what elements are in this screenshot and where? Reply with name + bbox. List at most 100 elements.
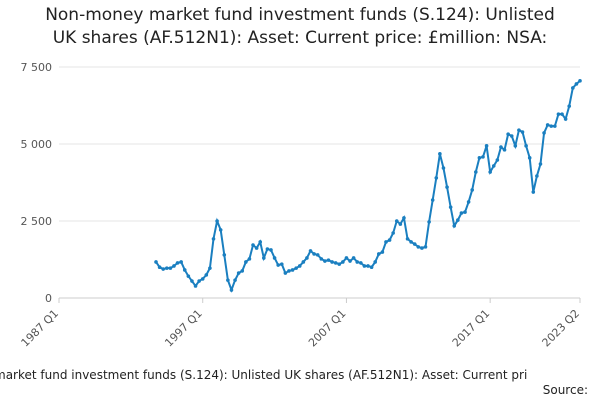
data-point bbox=[527, 156, 532, 160]
data-point bbox=[427, 220, 431, 224]
data-point bbox=[294, 266, 298, 270]
y-tick-label: 7 500 bbox=[21, 61, 53, 74]
data-point bbox=[265, 247, 270, 251]
data-point bbox=[337, 262, 342, 266]
source: Source: bbox=[543, 383, 588, 397]
data-point bbox=[373, 260, 377, 264]
data-point bbox=[452, 224, 457, 228]
data-point bbox=[445, 185, 449, 189]
data-point bbox=[182, 268, 187, 272]
data-point bbox=[233, 278, 237, 282]
data-point bbox=[405, 237, 410, 241]
data-point bbox=[567, 104, 572, 108]
data-point bbox=[254, 246, 259, 250]
data-point bbox=[495, 158, 500, 162]
data-point bbox=[448, 205, 453, 209]
data-point bbox=[344, 256, 349, 260]
data-point bbox=[441, 166, 446, 170]
x-tick-label: 1997 Q1 bbox=[162, 307, 205, 350]
x-tick-label: 2007 Q1 bbox=[306, 307, 349, 350]
x-tick-label: 2023 Q2 bbox=[540, 307, 583, 350]
data-point bbox=[244, 260, 248, 264]
x-axis-label: market fund investment funds (S.124): Un… bbox=[0, 368, 527, 382]
data-point bbox=[423, 245, 428, 249]
data-point bbox=[351, 256, 356, 260]
data-point bbox=[477, 156, 482, 160]
data-point bbox=[229, 288, 234, 292]
data-point bbox=[190, 279, 194, 283]
data-point bbox=[175, 261, 180, 265]
data-point bbox=[538, 162, 543, 166]
data-point bbox=[287, 269, 291, 273]
data-point bbox=[578, 79, 582, 83]
data-point bbox=[520, 130, 525, 134]
y-tick-label: 2 500 bbox=[21, 215, 53, 228]
data-point bbox=[323, 259, 327, 263]
data-point bbox=[355, 260, 360, 264]
data-point bbox=[509, 134, 514, 138]
data-point bbox=[179, 260, 183, 264]
data-point bbox=[236, 271, 241, 275]
data-point bbox=[531, 190, 536, 194]
data-point bbox=[312, 252, 316, 256]
data-point bbox=[394, 219, 399, 223]
data-point bbox=[258, 240, 263, 244]
data-point bbox=[366, 264, 370, 268]
data-point bbox=[301, 260, 306, 264]
data-point bbox=[276, 263, 280, 267]
data-point bbox=[211, 237, 216, 241]
data-point bbox=[319, 257, 324, 261]
data-point bbox=[420, 246, 424, 250]
data-point bbox=[506, 132, 510, 136]
y-tick-label: 5 000 bbox=[21, 138, 53, 151]
data-point bbox=[262, 256, 266, 260]
data-point bbox=[553, 124, 557, 128]
data-point bbox=[502, 148, 507, 152]
data-point bbox=[272, 256, 277, 260]
data-point bbox=[545, 123, 550, 127]
data-point bbox=[341, 260, 345, 264]
data-point bbox=[315, 253, 320, 257]
data-point bbox=[535, 174, 539, 178]
data-point bbox=[305, 256, 309, 260]
data-point bbox=[308, 249, 313, 253]
data-point bbox=[398, 222, 403, 226]
data-point bbox=[168, 266, 173, 270]
data-point bbox=[384, 240, 388, 244]
data-point bbox=[481, 155, 485, 159]
chart-title: UK shares (AF.512N1): Asset: Current pri… bbox=[53, 28, 548, 48]
data-point bbox=[430, 198, 435, 202]
data-point bbox=[463, 210, 467, 214]
x-tick-label: 2017 Q1 bbox=[450, 307, 493, 350]
data-point bbox=[193, 284, 198, 288]
data-point bbox=[290, 268, 295, 272]
data-point bbox=[218, 228, 223, 232]
data-point bbox=[456, 218, 460, 222]
data-point bbox=[376, 252, 381, 256]
data-point bbox=[215, 219, 219, 223]
data-point bbox=[269, 248, 273, 252]
data-point bbox=[470, 188, 475, 192]
data-point bbox=[369, 265, 374, 270]
data-point bbox=[279, 262, 284, 266]
data-point bbox=[333, 261, 338, 265]
data-point bbox=[409, 240, 413, 244]
data-point bbox=[297, 264, 302, 268]
data-point bbox=[283, 271, 288, 275]
data-point bbox=[222, 253, 227, 257]
data-point bbox=[474, 170, 478, 174]
data-point bbox=[251, 243, 255, 247]
data-point bbox=[161, 267, 165, 271]
data-point bbox=[186, 274, 191, 278]
data-point bbox=[359, 261, 363, 265]
data-point bbox=[412, 242, 417, 246]
data-point bbox=[563, 117, 568, 121]
data-point bbox=[247, 257, 252, 261]
data-point bbox=[459, 211, 464, 215]
data-point bbox=[208, 266, 212, 270]
data-point bbox=[200, 277, 205, 281]
data-point bbox=[154, 260, 158, 264]
data-point bbox=[362, 264, 367, 268]
